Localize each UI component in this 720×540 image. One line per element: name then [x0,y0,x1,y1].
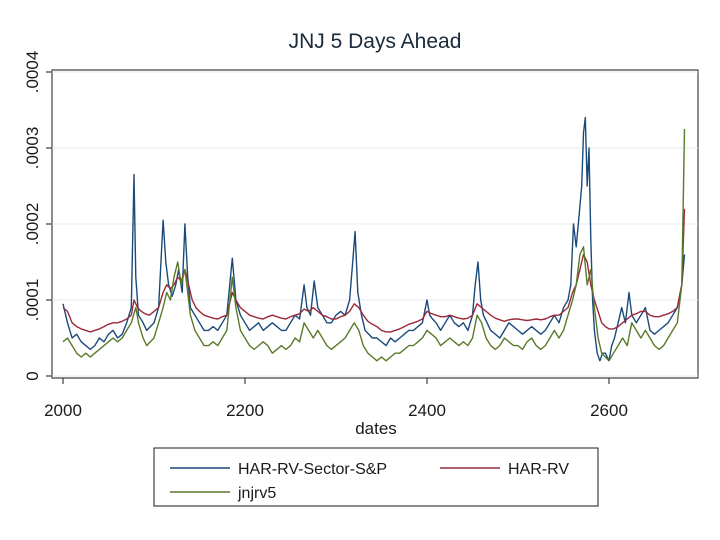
legend-label-2: HAR-RV [508,461,569,478]
y-tick-label-2: .0002 [23,203,42,246]
x-axis-title: dates [355,419,397,438]
y-tick-label-3: .0003 [23,127,42,170]
legend-label-1: HAR-RV-Sector-S&P [238,461,387,478]
legend: HAR-RV-Sector-S&P HAR-RV jnjrv5 [170,461,569,502]
axes: 0 .0001 .0002 .0003 .0004 2000 2200 2400 2600 [23,51,628,420]
x-tick-label-2: 2400 [408,401,446,420]
x-tick-label-1: 2200 [226,401,264,420]
y-tick-label-1: .0001 [23,279,42,322]
series-line-3 [62,128,686,362]
legend-box [153,447,599,507]
y-tick-label-4: .0004 [23,51,42,94]
legend-label-3: jnjrv5 [237,485,276,502]
series-lines [62,116,686,362]
x-tick-label-3: 2600 [590,401,628,420]
x-tick-label-0: 2000 [44,401,82,420]
y-tick-label-0: 0 [23,371,42,380]
chart-title: JNJ 5 Days Ahead [289,30,462,53]
